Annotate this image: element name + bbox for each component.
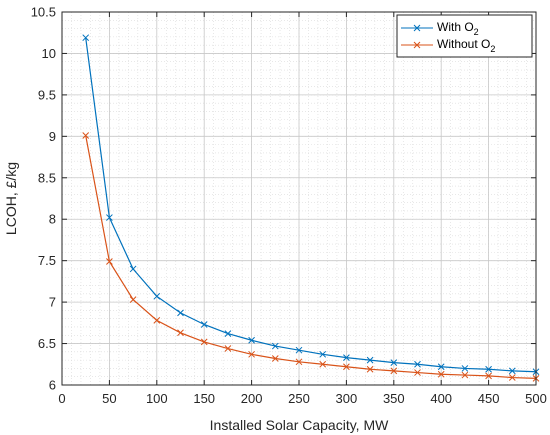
data-point-marker	[390, 367, 398, 375]
legend-label-main: With O	[437, 20, 474, 34]
y-tick-label: 7	[49, 295, 56, 310]
x-tick-label: 100	[146, 391, 168, 406]
legend: With O2 Without O2	[396, 14, 533, 58]
x-tick-label: 500	[525, 391, 547, 406]
legend-marker-with-o2	[413, 24, 421, 32]
y-tick-labels: 6 6.5 7 7.5 8 8.5 9 9.5 10 10.5	[31, 5, 56, 393]
data-point-marker	[508, 367, 516, 375]
data-point-marker	[129, 296, 137, 303]
data-point-marker	[177, 309, 184, 317]
legend-entry-with-o2: With O2	[401, 20, 479, 37]
legend-marker-without-o2	[413, 41, 421, 49]
y-tick-label: 8.5	[38, 170, 56, 185]
data-point-marker	[319, 350, 327, 358]
data-point-marker	[153, 292, 161, 300]
legend-label-main: Without O	[437, 37, 490, 51]
data-point-marker	[461, 371, 469, 379]
y-tick-label: 8	[49, 212, 56, 227]
data-point-marker	[485, 372, 492, 380]
data-point-marker	[106, 214, 113, 221]
data-point-marker	[224, 345, 232, 352]
data-point-marker	[248, 336, 255, 344]
data-point-marker	[82, 34, 90, 42]
series-line	[85, 37, 537, 373]
x-tick-label: 350	[383, 391, 405, 406]
x-tick-labels: 0 50 100 150 200 250 300 350 400 450 500	[58, 391, 546, 406]
data-point-marker	[366, 365, 374, 373]
legend-entry-without-o2: Without O2	[401, 37, 495, 54]
series-without-o2	[82, 132, 540, 382]
legend-label-without-o2: Without O2	[437, 37, 495, 54]
x-tick-label: 200	[241, 391, 263, 406]
series-layer	[82, 34, 540, 382]
series-with-o2	[82, 34, 540, 376]
data-point-marker	[271, 355, 279, 362]
data-point-marker	[414, 360, 421, 368]
data-point-marker	[200, 321, 208, 328]
x-tick-label: 150	[193, 391, 215, 406]
data-point-marker	[248, 350, 255, 358]
data-point-marker	[295, 346, 303, 354]
y-tick-label: 10.5	[31, 5, 56, 20]
legend-label-subscript: 2	[490, 44, 495, 54]
series-line	[85, 135, 537, 379]
x-tick-label: 450	[478, 391, 500, 406]
data-point-marker	[485, 365, 492, 373]
data-point-marker	[390, 359, 398, 366]
x-tick-label: 0	[58, 391, 65, 406]
data-point-marker	[129, 265, 137, 273]
x-axis-label: Installed Solar Capacity, MW	[210, 417, 389, 433]
data-point-marker	[319, 360, 327, 368]
data-point-marker	[153, 316, 161, 324]
data-point-marker	[82, 132, 90, 139]
x-tick-label: 250	[288, 391, 310, 406]
data-point-marker	[106, 258, 113, 265]
data-point-marker	[271, 342, 279, 350]
data-point-marker	[461, 365, 469, 372]
data-point-marker	[437, 370, 445, 378]
x-tick-label: 400	[430, 391, 452, 406]
legend-label-with-o2: With O2	[437, 20, 479, 37]
x-tick-label: 50	[102, 391, 116, 406]
data-point-marker	[508, 374, 516, 381]
data-point-marker	[414, 369, 421, 376]
data-point-marker	[437, 363, 445, 371]
y-tick-label: 9.5	[38, 87, 56, 102]
data-point-marker	[343, 363, 350, 371]
legend-label-subscript: 2	[474, 27, 479, 37]
data-point-marker	[295, 358, 303, 366]
y-tick-label: 6.5	[38, 336, 56, 351]
x-tick-label: 300	[336, 391, 358, 406]
legend-box	[396, 14, 533, 58]
y-tick-label: 10	[42, 46, 56, 61]
y-tick-label: 9	[49, 129, 56, 144]
y-tick-label: 7.5	[38, 253, 56, 268]
data-point-marker	[224, 330, 232, 337]
y-tick-label: 6	[49, 378, 56, 393]
data-point-marker	[366, 356, 374, 364]
data-point-marker	[343, 354, 350, 362]
y-axis-label: LCOH, £/kg	[3, 162, 19, 235]
data-point-marker	[200, 338, 208, 346]
data-point-marker	[177, 329, 184, 337]
